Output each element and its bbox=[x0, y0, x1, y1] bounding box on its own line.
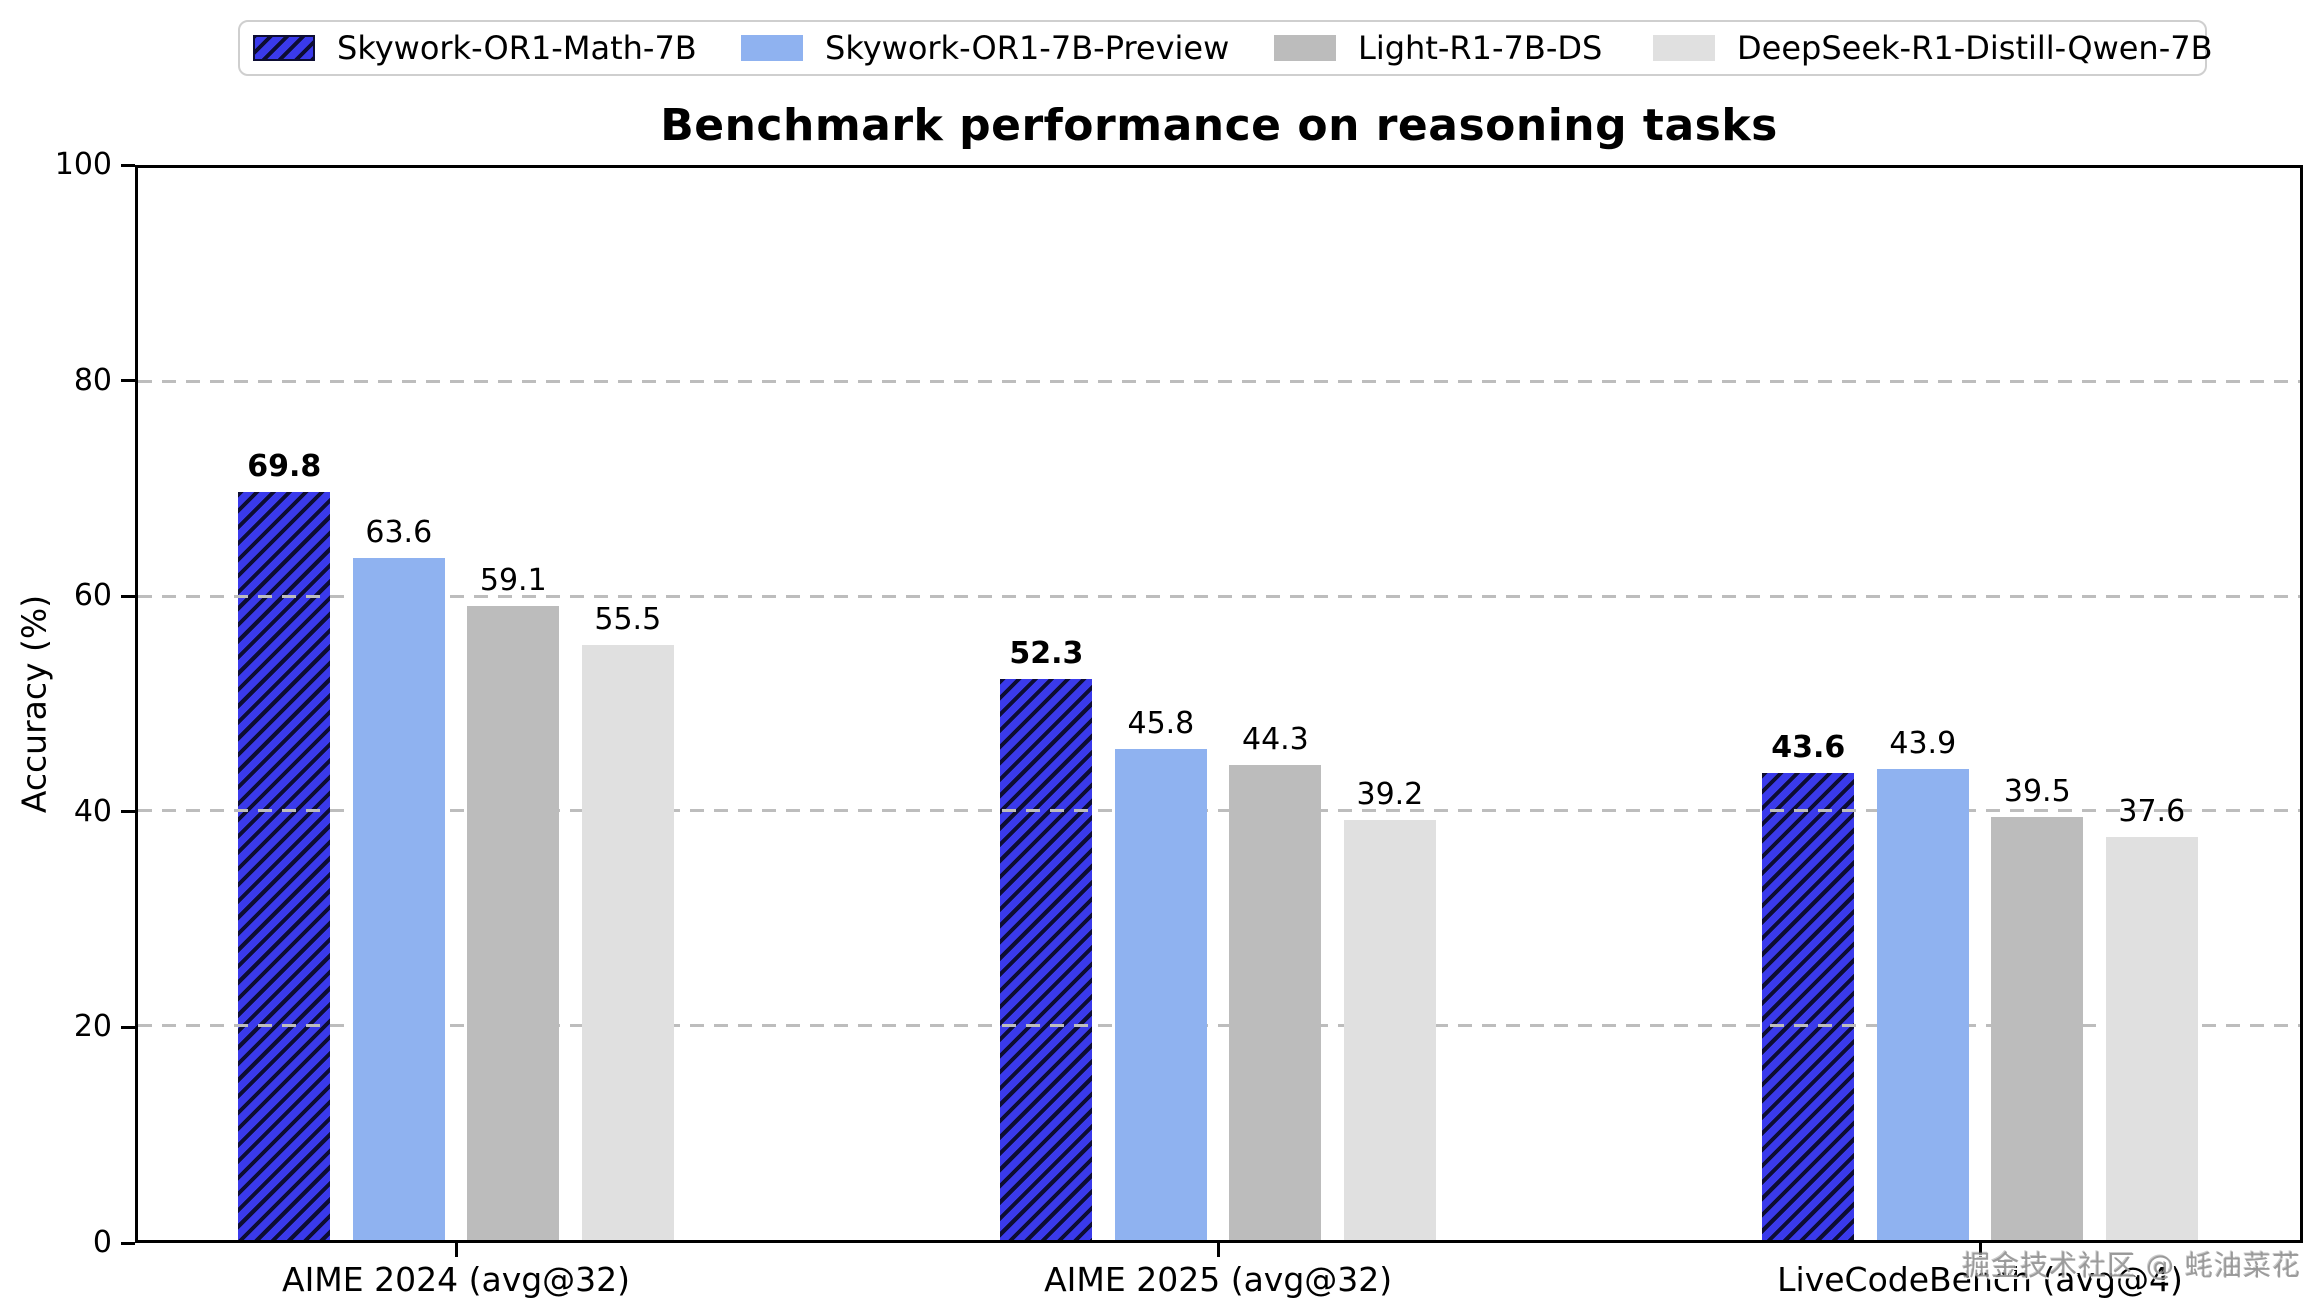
legend-item-1: Skywork-OR1-Math-7B bbox=[253, 22, 697, 74]
legend-item-2: Skywork-OR1-7B-Preview bbox=[741, 22, 1229, 74]
y-tick-mark bbox=[121, 379, 135, 383]
bar-value-label: 39.2 bbox=[1356, 776, 1424, 812]
watermark: 掘金技术社区 @ 蚝油菜花 bbox=[1962, 1249, 2301, 1282]
bar-DeepSeek-R1-Distill-Qwen-7B-2 bbox=[2105, 836, 2198, 1240]
bar-DeepSeek-R1-Distill-Qwen-7B-0 bbox=[581, 645, 674, 1240]
bar-value-label: 63.6 bbox=[365, 515, 433, 551]
y-tick-label: 20 bbox=[73, 1009, 112, 1045]
x-tick-mark bbox=[454, 1243, 458, 1257]
bar-DeepSeek-R1-Distill-Qwen-7B-1 bbox=[1343, 819, 1436, 1240]
gridline-40 bbox=[138, 809, 2300, 813]
y-tick-mark bbox=[121, 163, 135, 167]
legend-label: DeepSeek-R1-Distill-Qwen-7B bbox=[1737, 29, 2213, 67]
gridline-20 bbox=[138, 1023, 2300, 1027]
legend-item-3: Light-R1-7B-DS bbox=[1274, 22, 1602, 74]
x-tick-mark bbox=[1216, 1243, 1220, 1257]
bar-value-label: 43.9 bbox=[1889, 726, 1957, 762]
bar-Skywork-OR1-7B-Preview-1 bbox=[1114, 749, 1207, 1240]
y-tick-label: 80 bbox=[73, 362, 112, 398]
y-tick-label: 0 bbox=[92, 1225, 112, 1260]
legend-swatch-icon bbox=[253, 35, 315, 61]
y-tick-mark bbox=[121, 594, 135, 598]
bar-value-label: 44.3 bbox=[1241, 722, 1309, 758]
x-tick-label: AIME 2024 (avg@32) bbox=[282, 1260, 631, 1299]
legend-label: Skywork-OR1-Math-7B bbox=[337, 29, 697, 67]
y-axis-label: Accuracy (%) bbox=[14, 594, 54, 814]
plot-area: 69.8 63.6 59.1 55.5 52.3 45.8 44.3 39.2 43.6 43.9… bbox=[135, 165, 2303, 1243]
bar-value-label: 55.5 bbox=[594, 602, 662, 638]
legend-label: Light-R1-7B-DS bbox=[1358, 29, 1603, 67]
legend-label: Skywork-OR1-7B-Preview bbox=[825, 29, 1230, 67]
bar-Skywork-OR1-7B-Preview-2 bbox=[1876, 769, 1969, 1240]
bar-Skywork-OR1-Math-7B-0 bbox=[238, 491, 331, 1240]
y-tick-mark bbox=[121, 1241, 135, 1245]
bar-value-label: 69.8 bbox=[247, 448, 322, 484]
gridline-60 bbox=[138, 594, 2300, 598]
x-tick-label: LiveCodeBench (avg@4) bbox=[1777, 1260, 2183, 1299]
bar-Skywork-OR1-7B-Preview-0 bbox=[352, 558, 445, 1240]
x-tick-mark bbox=[1978, 1243, 1982, 1257]
bar-Light-R1-7B-DS-0 bbox=[467, 606, 560, 1240]
y-tick-mark bbox=[121, 1025, 135, 1029]
legend-swatch-icon bbox=[1274, 35, 1336, 61]
bar-value-label: 59.1 bbox=[479, 563, 547, 599]
y-tick-label: 100 bbox=[54, 147, 112, 182]
bar-value-label: 39.5 bbox=[2003, 773, 2071, 809]
bar-Light-R1-7B-DS-1 bbox=[1229, 765, 1322, 1240]
legend: Skywork-OR1-Math-7B Skywork-OR1-7B-Previe… bbox=[238, 20, 2213, 76]
y-tick-mark bbox=[121, 810, 135, 814]
y-tick-label: 60 bbox=[73, 578, 112, 614]
bar-Light-R1-7B-DS-2 bbox=[1991, 816, 2084, 1240]
chart-title: Benchmark performance on reasoning tasks bbox=[660, 100, 1778, 151]
bar-value-label: 52.3 bbox=[1009, 636, 1084, 672]
bar-value-label: 43.6 bbox=[1771, 729, 1846, 765]
bar-Skywork-OR1-Math-7B-1 bbox=[1000, 679, 1093, 1240]
legend-swatch-icon bbox=[741, 35, 803, 61]
x-tick-label: AIME 2025 (avg@32) bbox=[1044, 1260, 1393, 1299]
bar-value-label: 45.8 bbox=[1127, 706, 1195, 742]
bar-value-label: 37.6 bbox=[2118, 793, 2186, 829]
y-tick-label: 40 bbox=[73, 793, 112, 829]
gridline-80 bbox=[138, 380, 2300, 384]
legend-swatch-icon bbox=[1653, 35, 1715, 61]
legend-item-4: DeepSeek-R1-Distill-Qwen-7B bbox=[1653, 22, 2213, 74]
bar-Skywork-OR1-Math-7B-2 bbox=[1762, 772, 1855, 1240]
